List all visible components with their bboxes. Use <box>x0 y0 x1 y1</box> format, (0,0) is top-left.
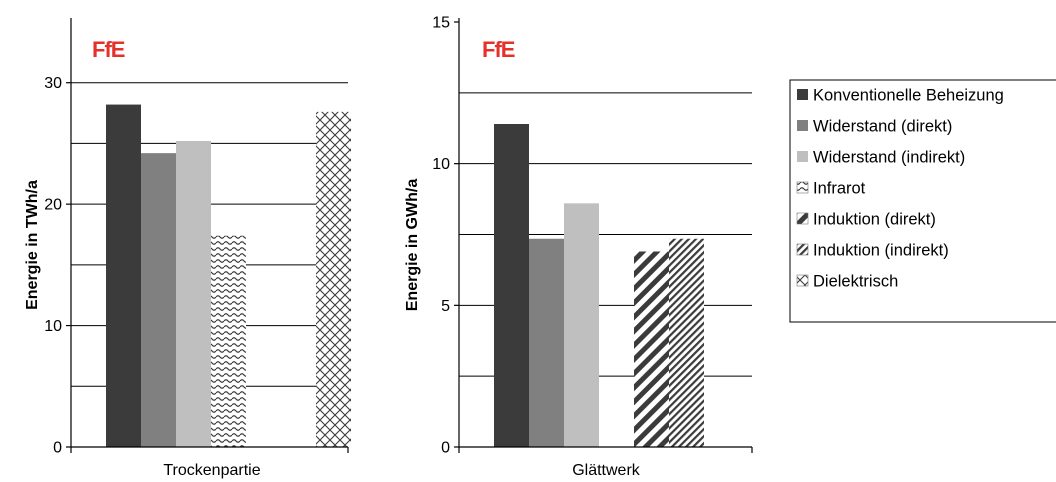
legend-label: Induktion (direkt) <box>813 211 936 229</box>
y-tick-label: 5 <box>441 298 450 315</box>
y-tick-label: 10 <box>432 156 450 173</box>
bar-widerstand-direkt <box>141 153 176 447</box>
legend-label: Konventionelle Beheizung <box>813 87 1004 105</box>
legend-label: Dielektrisch <box>813 273 898 291</box>
y-tick-label: 10 <box>44 318 62 335</box>
y-tick-label: 15 <box>432 15 450 32</box>
legend-item: Infrarot <box>796 180 866 198</box>
legend-item: Konventionelle Beheizung <box>797 87 1004 105</box>
bar-konventionelle-beheizung <box>106 104 141 448</box>
bar-infrarot <box>211 235 246 447</box>
ffe-logo: FfE <box>92 37 125 62</box>
bar-widerstand-direkt <box>529 238 564 447</box>
bar-konventionelle-beheizung <box>494 124 529 447</box>
bars <box>106 104 351 448</box>
legend-item: Widerstand (indirekt) <box>797 149 965 167</box>
legend-swatch <box>796 212 809 225</box>
y-tick-label: 0 <box>441 440 450 457</box>
legend-swatch <box>797 151 808 162</box>
legend-swatch <box>796 243 809 256</box>
legend-item: Widerstand (direkt) <box>797 118 952 136</box>
legend-swatch <box>796 181 809 194</box>
legend: Konventionelle Beheizung Widerstand (dire… <box>789 79 1056 323</box>
y-tick-label: 30 <box>44 75 62 92</box>
bar-widerstand-indirekt <box>176 141 211 447</box>
bar-widerstand-indirekt <box>564 203 599 447</box>
y-tick-labels: 0 10 20 30 <box>44 75 62 456</box>
x-category-label: Trockenpartie <box>163 462 260 479</box>
legend-swatch <box>797 120 808 131</box>
axes <box>66 18 349 453</box>
chart-glaettwerk: 0 5 10 15 Energie in GWh/a Glättwerk FfE <box>404 15 753 479</box>
legend-label: Induktion (indirekt) <box>813 242 949 260</box>
chart-trockenpartie: 0 10 20 30 Energie in TWh/a Trockenpartie F… <box>24 18 351 479</box>
y-axis-label: Energie in TWh/a <box>24 180 41 310</box>
legend-label: Widerstand (indirekt) <box>813 149 965 167</box>
ffe-logo: FfE <box>482 37 515 62</box>
legend-swatch <box>797 89 808 100</box>
legend-box <box>789 79 1056 323</box>
legend-label: Infrarot <box>813 180 866 198</box>
x-category-label: Glättwerk <box>572 462 641 479</box>
axes <box>454 18 753 453</box>
bar-dielektrisch <box>316 111 351 447</box>
bar-induktion-indirekt <box>669 238 704 447</box>
legend-item: Induktion (direkt) <box>796 211 936 229</box>
y-axis-label: Energie in GWh/a <box>404 179 421 312</box>
bars <box>494 124 704 447</box>
legend-swatch <box>796 274 809 287</box>
legend-item: Dielektrisch <box>796 273 898 291</box>
bar-induktion-direkt <box>634 251 669 447</box>
y-tick-label: 20 <box>44 197 62 214</box>
legend-item: Induktion (indirekt) <box>796 242 949 260</box>
y-tick-label: 0 <box>53 440 62 457</box>
legend-label: Widerstand (direkt) <box>813 118 952 136</box>
y-tick-labels: 0 5 10 15 <box>432 15 450 457</box>
